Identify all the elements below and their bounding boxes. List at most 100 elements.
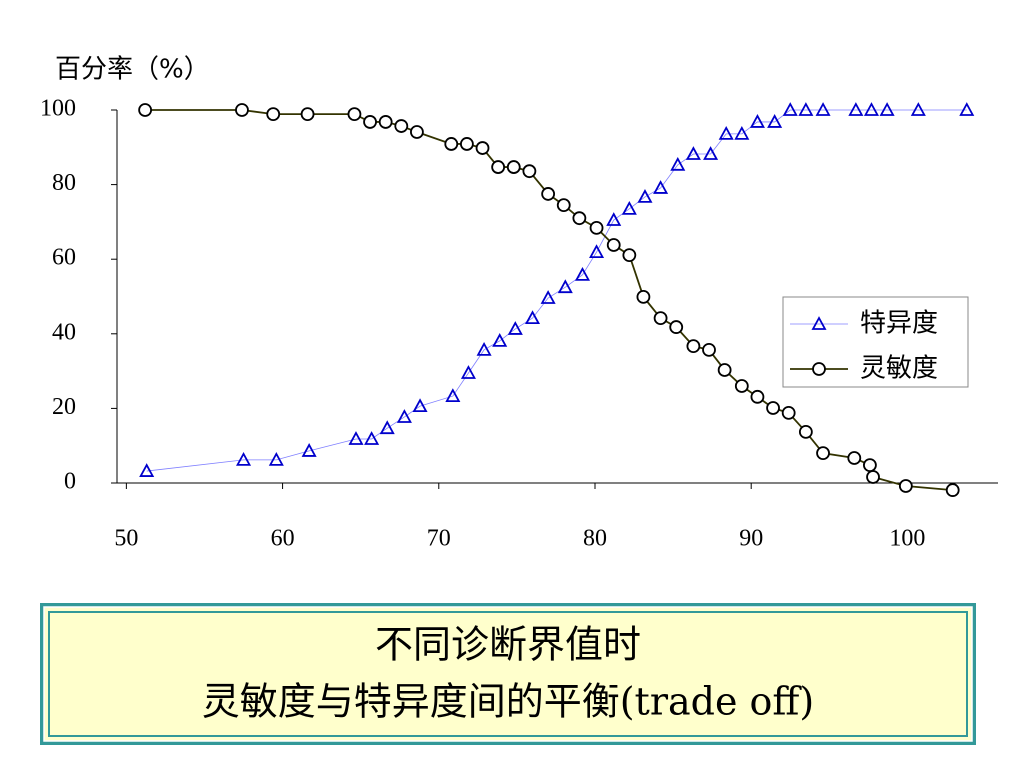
x-tick-label: 60 xyxy=(271,526,295,552)
y-tick-label: 100 xyxy=(40,96,76,122)
triangle-marker xyxy=(379,420,395,435)
circle-marker xyxy=(475,141,490,155)
circle-marker xyxy=(572,211,587,226)
circle-marker xyxy=(589,220,604,235)
x-tick-label: 90 xyxy=(739,526,763,552)
circle-marker xyxy=(781,405,796,420)
legend-label: 灵敏度 xyxy=(860,354,938,384)
x-tick-label: 70 xyxy=(427,526,451,552)
triangle-marker xyxy=(815,102,831,116)
y-tick-label: 80 xyxy=(52,170,76,196)
circle-marker xyxy=(606,238,621,252)
triangle-marker xyxy=(589,244,605,259)
triangle-marker xyxy=(670,156,686,171)
circle-marker xyxy=(653,311,668,326)
legend-marker xyxy=(811,316,827,330)
circle-marker xyxy=(945,483,960,497)
series-line xyxy=(146,109,967,472)
triangle-marker xyxy=(445,388,461,402)
circle-marker xyxy=(866,470,880,484)
circle-marker xyxy=(491,160,506,174)
y-tick-label: 40 xyxy=(52,319,76,345)
circle-marker xyxy=(669,320,684,334)
circle-marker xyxy=(702,342,716,357)
y-tick-label: 60 xyxy=(52,245,76,271)
legend-marker xyxy=(812,362,826,376)
triangle-marker xyxy=(606,212,622,226)
circle-marker xyxy=(863,458,877,472)
triangle-marker xyxy=(524,310,541,325)
x-tick-label: 80 xyxy=(583,526,607,552)
circle-marker xyxy=(541,187,556,201)
triangle-marker xyxy=(348,431,364,445)
triangle-marker xyxy=(959,102,975,116)
x-tick-label: 100 xyxy=(889,526,925,552)
triangle-marker xyxy=(798,102,814,116)
circle-marker xyxy=(556,198,571,213)
triangle-marker xyxy=(507,321,523,335)
triangle-marker xyxy=(767,114,783,128)
y-tick-label: 0 xyxy=(64,469,76,495)
x-tick-label: 50 xyxy=(114,526,138,552)
triangle-marker xyxy=(848,102,864,116)
caption-box xyxy=(43,606,973,742)
triangle-marker xyxy=(364,431,380,445)
triangle-marker xyxy=(396,409,412,423)
circle-marker xyxy=(394,119,409,133)
triangle-marker xyxy=(653,180,669,194)
triangle-marker xyxy=(412,398,428,413)
triangle-marker xyxy=(734,125,750,140)
triangle-marker xyxy=(557,279,573,294)
triangle-marker xyxy=(910,102,926,116)
circle-marker xyxy=(816,446,830,461)
circle-marker xyxy=(750,389,765,404)
triangle-marker xyxy=(268,451,284,466)
legend-label: 特异度 xyxy=(860,309,938,339)
triangle-marker xyxy=(460,365,476,379)
triangle-marker xyxy=(703,146,719,160)
caption-inner xyxy=(48,611,968,737)
circle-marker xyxy=(717,363,732,377)
triangle-marker xyxy=(236,451,252,466)
circle-marker xyxy=(347,107,362,122)
caption-line: 不同诊断界值时 xyxy=(375,623,641,667)
triangle-marker xyxy=(863,102,879,116)
circle-marker xyxy=(138,103,153,117)
circle-marker xyxy=(410,125,424,139)
circle-marker xyxy=(734,379,749,393)
circle-marker xyxy=(300,107,315,122)
triangle-marker xyxy=(574,266,591,281)
triangle-marker xyxy=(749,114,765,128)
circle-marker xyxy=(898,479,913,493)
circle-marker xyxy=(622,248,637,262)
triangle-marker xyxy=(879,102,895,116)
circle-marker xyxy=(636,289,651,304)
triangle-marker xyxy=(685,146,701,160)
y-tick-label: 20 xyxy=(52,394,76,420)
circle-marker xyxy=(686,339,701,354)
y-axis-label: 百分率（%） xyxy=(55,55,210,85)
triangle-marker xyxy=(476,341,492,356)
triangle-marker xyxy=(718,125,734,140)
circle-marker xyxy=(235,103,249,117)
circle-marker xyxy=(506,160,521,174)
triangle-marker xyxy=(637,189,653,203)
caption-line: 灵敏度与特异度间的平衡(trade off) xyxy=(202,680,815,724)
circle-marker xyxy=(363,115,377,129)
triangle-marker xyxy=(621,200,637,215)
triangle-marker xyxy=(301,443,317,457)
circle-marker xyxy=(766,401,780,415)
circle-marker xyxy=(444,137,459,151)
circle-marker xyxy=(847,451,862,465)
triangle-marker xyxy=(782,102,798,116)
circle-marker xyxy=(266,107,281,122)
circle-marker xyxy=(522,164,537,179)
circle-marker xyxy=(798,424,813,439)
circle-marker xyxy=(460,137,474,151)
triangle-marker xyxy=(492,333,508,347)
circle-marker xyxy=(378,115,393,129)
triangle-marker xyxy=(139,463,155,477)
